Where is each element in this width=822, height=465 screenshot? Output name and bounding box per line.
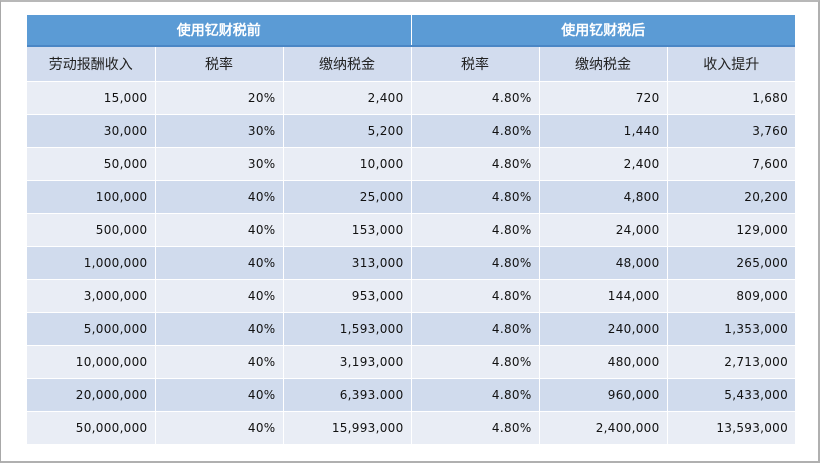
group-header-before: 使用钇财税前 bbox=[27, 15, 412, 47]
cell-tax-after: 1,440 bbox=[539, 114, 668, 148]
cell-tax-after: 720 bbox=[539, 81, 668, 115]
cell-income: 15,000 bbox=[27, 81, 156, 115]
cell-tax-before: 6,393.000 bbox=[283, 378, 412, 412]
cell-income: 500,000 bbox=[27, 213, 156, 247]
cell-income-increase: 1,353,000 bbox=[667, 312, 796, 346]
cell-income: 50,000 bbox=[27, 147, 156, 181]
cell-tax-before: 15,993,000 bbox=[283, 411, 412, 445]
cell-tax-after: 2,400,000 bbox=[539, 411, 668, 445]
cell-tax-after: 48,000 bbox=[539, 246, 668, 280]
cell-rate-before: 40% bbox=[155, 378, 284, 412]
cell-tax-after: 480,000 bbox=[539, 345, 668, 379]
table-row: 50,000 30% 10,000 4.80% 2,400 7,600 bbox=[27, 147, 796, 181]
cell-rate-before: 30% bbox=[155, 147, 284, 181]
cell-rate-before: 20% bbox=[155, 81, 284, 115]
cell-tax-before: 25,000 bbox=[283, 180, 412, 214]
table-row: 1,000,000 40% 313,000 4.80% 48,000 265,000 bbox=[27, 246, 796, 280]
table-row: 500,000 40% 153,000 4.80% 24,000 129,000 bbox=[27, 213, 796, 247]
cell-rate-before: 40% bbox=[155, 180, 284, 214]
cell-tax-after: 4,800 bbox=[539, 180, 668, 214]
group-header-after: 使用钇财税后 bbox=[411, 15, 796, 47]
cell-rate-before: 40% bbox=[155, 246, 284, 280]
col-header-rate-before: 税率 bbox=[155, 46, 284, 82]
cell-rate-after: 4.80% bbox=[411, 213, 540, 247]
cell-rate-before: 40% bbox=[155, 411, 284, 445]
cell-rate-after: 4.80% bbox=[411, 246, 540, 280]
cell-rate-after: 4.80% bbox=[411, 180, 540, 214]
cell-income: 10,000,000 bbox=[27, 345, 156, 379]
cell-tax-after: 960,000 bbox=[539, 378, 668, 412]
cell-tax-before: 153,000 bbox=[283, 213, 412, 247]
cell-income-increase: 20,200 bbox=[667, 180, 796, 214]
cell-income: 5,000,000 bbox=[27, 312, 156, 346]
cell-rate-before: 30% bbox=[155, 114, 284, 148]
col-header-tax-after: 缴纳税金 bbox=[539, 46, 668, 82]
cell-tax-before: 5,200 bbox=[283, 114, 412, 148]
table-row: 50,000,000 40% 15,993,000 4.80% 2,400,000 13,… bbox=[27, 411, 796, 445]
cell-income-increase: 265,000 bbox=[667, 246, 796, 280]
cell-income-increase: 13,593,000 bbox=[667, 411, 796, 445]
cell-rate-before: 40% bbox=[155, 312, 284, 346]
cell-tax-before: 953,000 bbox=[283, 279, 412, 313]
table-row: 10,000,000 40% 3,193,000 4.80% 480,000 2,713,… bbox=[27, 345, 796, 379]
cell-income: 3,000,000 bbox=[27, 279, 156, 313]
cell-income: 20,000,000 bbox=[27, 378, 156, 412]
cell-rate-after: 4.80% bbox=[411, 114, 540, 148]
cell-income-increase: 5,433,000 bbox=[667, 378, 796, 412]
cell-tax-after: 24,000 bbox=[539, 213, 668, 247]
cell-income-increase: 809,000 bbox=[667, 279, 796, 313]
cell-rate-after: 4.80% bbox=[411, 345, 540, 379]
cell-rate-after: 4.80% bbox=[411, 279, 540, 313]
col-header-income-increase: 收入提升 bbox=[667, 46, 796, 82]
tax-comparison-table: 使用钇财税前 使用钇财税后 劳动报酬收入 税率 缴纳税金 税率 缴纳税金 收入提… bbox=[27, 15, 796, 445]
cell-income: 1,000,000 bbox=[27, 246, 156, 280]
cell-tax-after: 240,000 bbox=[539, 312, 668, 346]
cell-rate-before: 40% bbox=[155, 345, 284, 379]
cell-income: 30,000 bbox=[27, 114, 156, 148]
cell-tax-after: 2,400 bbox=[539, 147, 668, 181]
col-header-tax-before: 缴纳税金 bbox=[283, 46, 412, 82]
table-row: 100,000 40% 25,000 4.80% 4,800 20,200 bbox=[27, 180, 796, 214]
cell-tax-before: 10,000 bbox=[283, 147, 412, 181]
cell-tax-after: 144,000 bbox=[539, 279, 668, 313]
cell-income-increase: 3,760 bbox=[667, 114, 796, 148]
table-row: 5,000,000 40% 1,593,000 4.80% 240,000 1,353,0… bbox=[27, 312, 796, 346]
col-header-income: 劳动报酬收入 bbox=[27, 46, 156, 82]
cell-income: 50,000,000 bbox=[27, 411, 156, 445]
cell-rate-after: 4.80% bbox=[411, 378, 540, 412]
cell-income: 100,000 bbox=[27, 180, 156, 214]
group-header-row: 使用钇财税前 使用钇财税后 bbox=[27, 15, 796, 47]
table-row: 30,000 30% 5,200 4.80% 1,440 3,760 bbox=[27, 114, 796, 148]
col-header-rate-after: 税率 bbox=[411, 46, 540, 82]
cell-income-increase: 129,000 bbox=[667, 213, 796, 247]
cell-rate-after: 4.80% bbox=[411, 312, 540, 346]
cell-tax-before: 2,400 bbox=[283, 81, 412, 115]
cell-rate-after: 4.80% bbox=[411, 81, 540, 115]
cell-tax-before: 3,193,000 bbox=[283, 345, 412, 379]
table-row: 3,000,000 40% 953,000 4.80% 144,000 809,000 bbox=[27, 279, 796, 313]
cell-income-increase: 7,600 bbox=[667, 147, 796, 181]
cell-income-increase: 1,680 bbox=[667, 81, 796, 115]
cell-income-increase: 2,713,000 bbox=[667, 345, 796, 379]
cell-rate-after: 4.80% bbox=[411, 411, 540, 445]
cell-rate-after: 4.80% bbox=[411, 147, 540, 181]
table-row: 15,000 20% 2,400 4.80% 720 1,680 bbox=[27, 81, 796, 115]
column-header-row: 劳动报酬收入 税率 缴纳税金 税率 缴纳税金 收入提升 bbox=[27, 46, 796, 82]
cell-rate-before: 40% bbox=[155, 213, 284, 247]
table-row: 20,000,000 40% 6,393.000 4.80% 960,000 5,433,… bbox=[27, 378, 796, 412]
cell-tax-before: 1,593,000 bbox=[283, 312, 412, 346]
cell-rate-before: 40% bbox=[155, 279, 284, 313]
cell-tax-before: 313,000 bbox=[283, 246, 412, 280]
